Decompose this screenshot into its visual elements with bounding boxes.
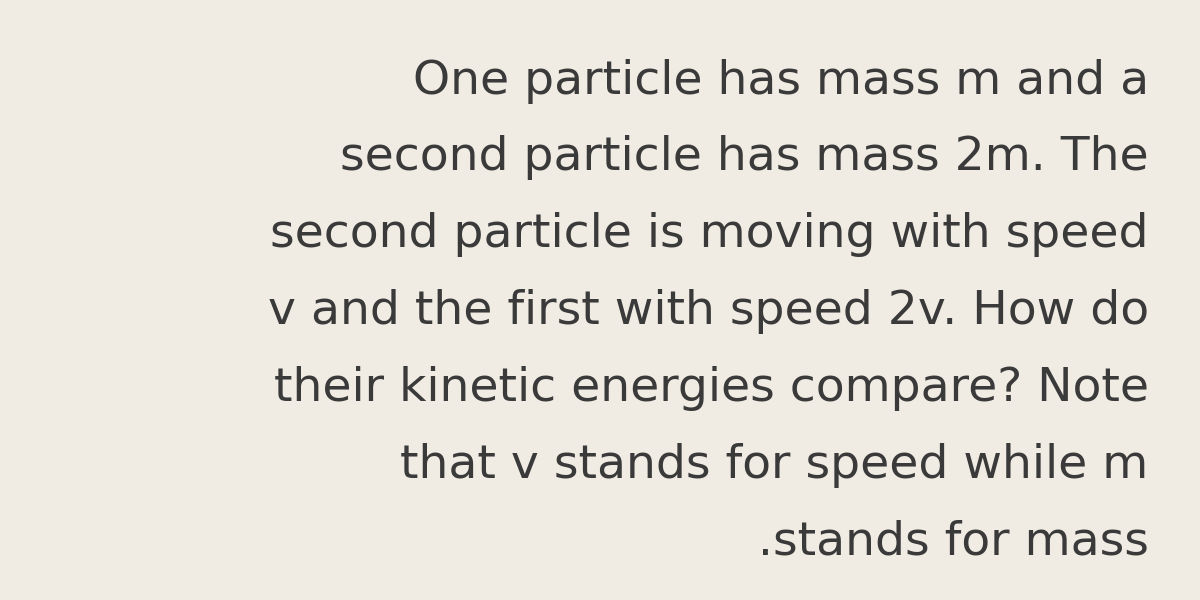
Text: .stands for mass: .stands for mass (758, 520, 1148, 565)
Text: second particle is moving with speed: second particle is moving with speed (270, 212, 1148, 257)
Text: v and the first with speed 2v. How do: v and the first with speed 2v. How do (268, 289, 1148, 334)
Text: their kinetic energies compare? Note: their kinetic energies compare? Note (274, 366, 1148, 411)
Text: that v stands for speed while m: that v stands for speed while m (401, 443, 1148, 488)
Text: One particle has mass m and a: One particle has mass m and a (413, 59, 1148, 104)
Text: second particle has mass 2m. The: second particle has mass 2m. The (340, 136, 1148, 181)
